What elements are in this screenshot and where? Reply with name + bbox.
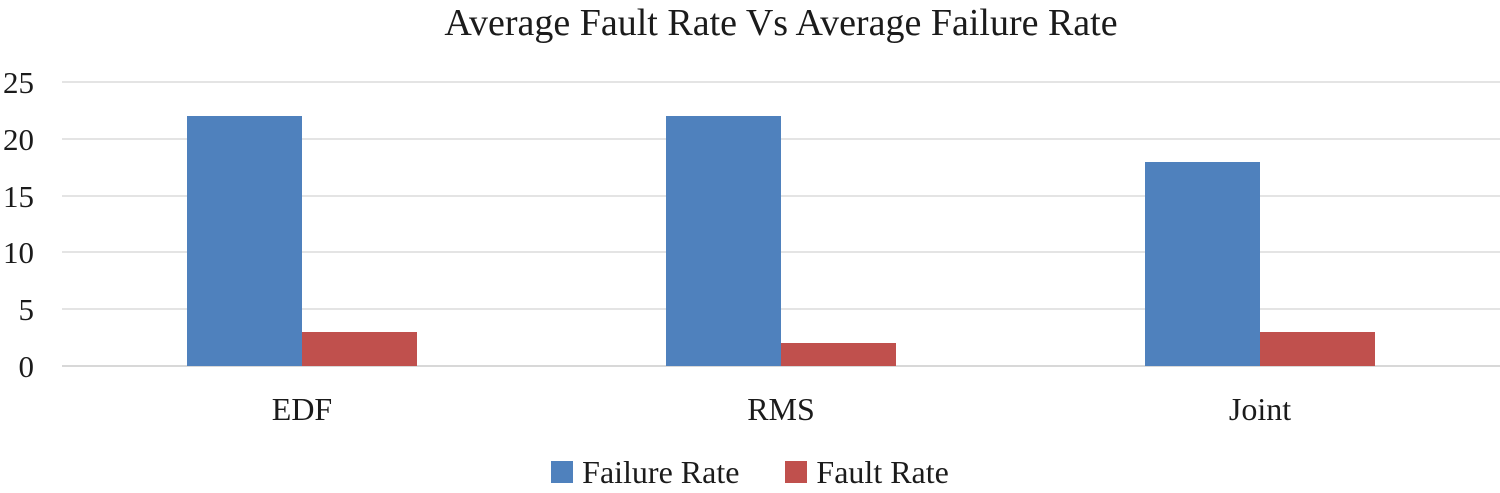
legend-swatch-fault-rate: [785, 461, 808, 483]
bar-rms-fault-rate: [781, 343, 896, 366]
y-tick-label-0: 0: [18, 349, 35, 384]
legend-label-fault-rate: Fault Rate: [816, 454, 949, 490]
gridline-20: [62, 138, 1500, 140]
x-category-label-edf: EDF: [271, 391, 333, 427]
x-category-label-joint: Joint: [1228, 391, 1292, 427]
gridline-0: [62, 365, 1500, 367]
x-axis: EDF RMS Joint: [62, 392, 1500, 432]
y-tick-label-10: 10: [3, 235, 34, 270]
bar-edf-failure-rate: [187, 116, 302, 366]
bar-joint-failure-rate: [1145, 162, 1260, 366]
gridline-15: [62, 195, 1500, 197]
plot-area: [62, 81, 1500, 367]
legend-item-failure-rate: Failure Rate: [551, 456, 739, 488]
legend: Failure Rate Fault Rate: [0, 456, 1500, 488]
y-tick-label-15: 15: [3, 179, 34, 214]
gridline-5: [62, 308, 1500, 310]
bar-edf-fault-rate: [302, 332, 417, 366]
legend-label-failure-rate: Failure Rate: [582, 454, 740, 490]
bar-rms-failure-rate: [666, 116, 781, 366]
gridline-25: [62, 81, 1500, 83]
chart-title: Average Fault Rate Vs Average Failure Ra…: [444, 2, 1118, 44]
x-category-label-rms: RMS: [747, 391, 815, 427]
y-tick-label-5: 5: [18, 292, 35, 327]
legend-item-fault-rate: Fault Rate: [785, 454, 949, 490]
gridline-10: [62, 251, 1500, 253]
legend-swatch-failure-rate: [551, 461, 574, 483]
bar-joint-fault-rate: [1260, 332, 1375, 366]
y-tick-label-25: 25: [3, 65, 34, 100]
y-tick-label-20: 20: [3, 122, 34, 157]
y-axis: 0 5 10 15 20 25: [0, 67, 36, 382]
